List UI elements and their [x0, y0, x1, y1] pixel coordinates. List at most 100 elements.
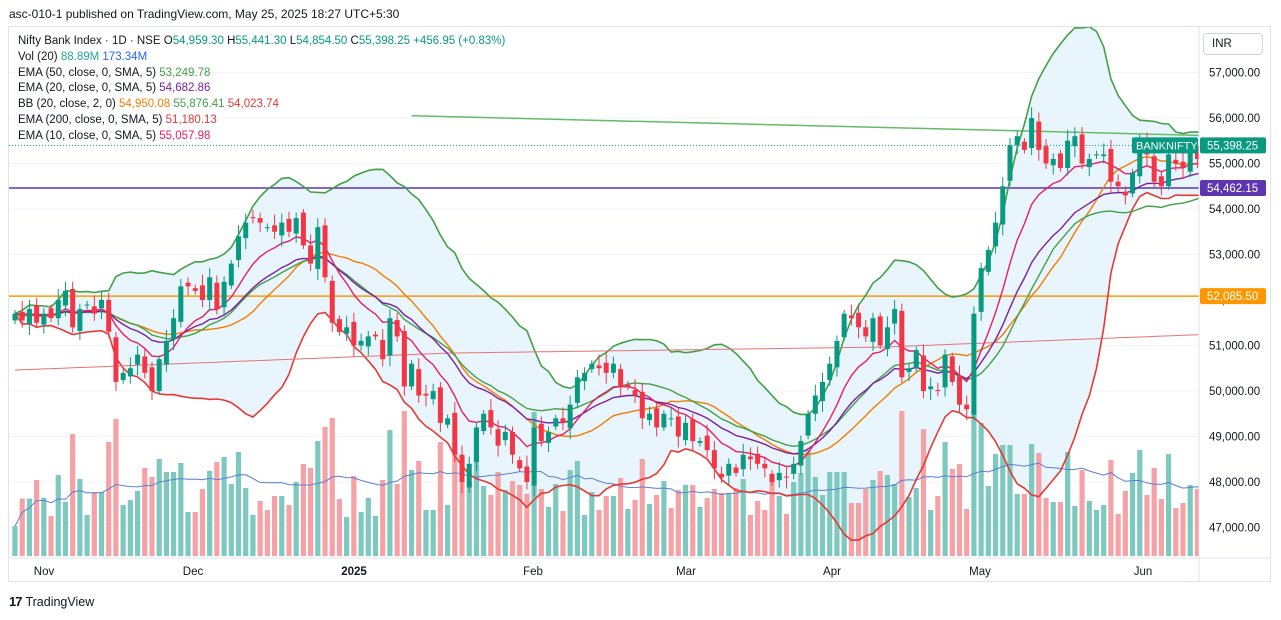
- candle: [1130, 168, 1136, 198]
- candle: [99, 290, 105, 320]
- volume-bar: [466, 482, 472, 556]
- candle-body: [459, 454, 465, 482]
- bb-label: BB (20, close, 2, 0): [18, 98, 116, 111]
- candle-body: [1180, 161, 1186, 169]
- volume-bar: [1057, 502, 1064, 556]
- candle-body: [207, 277, 213, 300]
- candle: [1029, 107, 1035, 156]
- candle: [373, 330, 378, 341]
- volume-bar: [1000, 445, 1006, 556]
- volume-bar: [632, 500, 638, 556]
- candle-body: [163, 340, 169, 365]
- volume-bar: [271, 496, 278, 556]
- ema200-row[interactable]: EMA (200, close, 0, SMA, 5) 51,180.13: [18, 113, 505, 129]
- candle-body: [928, 386, 934, 390]
- candle-body: [582, 372, 588, 381]
- volume-bar: [300, 464, 306, 556]
- volume-bar: [336, 499, 343, 556]
- candle-body: [1108, 148, 1114, 182]
- candle-body: [437, 387, 443, 423]
- volume-bar: [1194, 489, 1199, 556]
- ema20-row[interactable]: EMA (20, close, 0, SMA, 5) 54,682.86: [18, 81, 505, 97]
- tradingview-brand: TradingView: [25, 594, 95, 609]
- candle: [935, 382, 941, 397]
- candle: [683, 415, 689, 446]
- volume-bar: [589, 492, 595, 556]
- candle-body: [394, 320, 400, 337]
- volume-bar: [1129, 473, 1136, 556]
- candle-body: [978, 268, 984, 312]
- change-value: +456.95 (+0.83%): [413, 35, 506, 47]
- price-tick-label: 50,000.00: [1209, 386, 1260, 398]
- volume-bar: [1050, 502, 1056, 556]
- candle-body: [1158, 176, 1164, 187]
- candle-body: [546, 431, 552, 443]
- volume-bar: [329, 418, 335, 556]
- candle: [971, 306, 977, 421]
- price-tick-label: 54,000.00: [1209, 204, 1260, 216]
- candle-body: [322, 225, 328, 278]
- ema50-row[interactable]: EMA (50, close, 0, SMA, 5) 53,249.78: [18, 66, 505, 82]
- volume-bar: [70, 434, 76, 556]
- volume-bar: [142, 468, 148, 556]
- candle-body: [906, 368, 912, 372]
- candle: [964, 395, 970, 421]
- volume-bar: [654, 495, 660, 556]
- volume-bar: [855, 503, 862, 556]
- candle: [827, 356, 833, 386]
- price-tag: 54,462.15: [1200, 179, 1266, 196]
- candle-body: [993, 222, 999, 247]
- candle-body: [214, 282, 220, 310]
- candle: [993, 211, 999, 254]
- ema200-label: EMA (200, close, 0, SMA, 5): [18, 113, 163, 126]
- candle-body: [473, 427, 479, 462]
- candle: [409, 360, 415, 391]
- candle-body: [12, 313, 18, 321]
- time-axis[interactable]: Nov Dec 2025 Feb Mar Apr May Jun: [9, 557, 1270, 578]
- candle-body: [610, 363, 616, 373]
- volume-bar: [408, 470, 415, 556]
- volume-bar: [106, 442, 112, 556]
- candle-body: [596, 365, 602, 369]
- candle: [1072, 127, 1078, 158]
- candle-body: [308, 245, 314, 264]
- indicator-legend: Nifty Bank Index · 1D · NSE O54,959.30 H…: [18, 34, 505, 145]
- volume-bar: [783, 514, 790, 556]
- volume-bar: [1187, 485, 1193, 556]
- candle-body: [365, 336, 371, 347]
- candle-body: [236, 236, 242, 260]
- candle-body: [1187, 149, 1193, 172]
- volume-bar: [1144, 495, 1150, 556]
- candle: [236, 225, 242, 268]
- volume-row[interactable]: Vol (20) 88.89M 173.34M: [18, 50, 505, 66]
- candle: [221, 276, 227, 317]
- candle: [127, 357, 133, 384]
- volume-bar: [120, 505, 126, 556]
- price-tick-label: 56,000.00: [1209, 113, 1260, 125]
- candle: [84, 300, 90, 310]
- volume-bar: [207, 471, 213, 556]
- candle: [884, 316, 890, 357]
- volume-bar: [704, 498, 710, 556]
- ema10-row[interactable]: EMA (10, close, 0, SMA, 5) 55,057.98: [18, 129, 505, 145]
- low-label: L: [289, 35, 297, 47]
- candle-body: [985, 249, 991, 272]
- candle: [690, 413, 696, 451]
- candle: [336, 315, 342, 336]
- currency-button[interactable]: INR: [1203, 33, 1263, 55]
- trendline: [411, 114, 1199, 137]
- volume-bar: [344, 517, 350, 556]
- candle-body: [1166, 154, 1172, 187]
- candle-body: [711, 450, 717, 469]
- candle-body: [877, 316, 883, 346]
- volume-bar: [899, 411, 905, 556]
- volume-bar: [538, 489, 544, 556]
- candle: [171, 309, 177, 351]
- volume-bar: [171, 472, 177, 556]
- volume-bar: [416, 461, 422, 556]
- volume-bar: [481, 486, 487, 556]
- candle-body: [91, 306, 97, 314]
- bb-row[interactable]: BB (20, close, 2, 0) 54,950.08 55,876.41…: [18, 97, 505, 113]
- ema10-label: EMA (10, close, 0, SMA, 5): [18, 129, 157, 142]
